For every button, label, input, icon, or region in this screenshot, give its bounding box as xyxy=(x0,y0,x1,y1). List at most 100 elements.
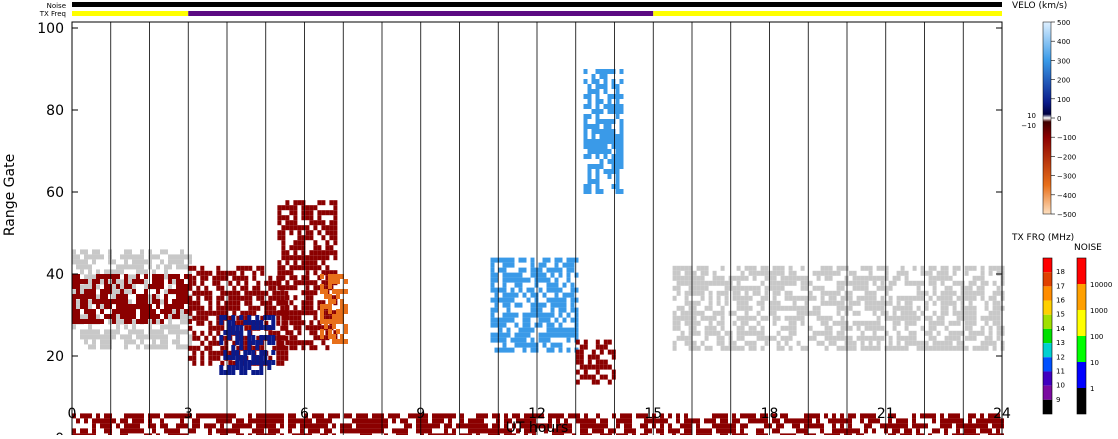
range-cell xyxy=(940,270,945,276)
range-cell xyxy=(788,335,793,341)
range-cell xyxy=(884,290,889,296)
x-tick-label: 6 xyxy=(300,406,309,422)
range-cell xyxy=(264,290,269,296)
range-cell xyxy=(603,119,608,124)
range-cell xyxy=(522,337,527,343)
range-cell xyxy=(243,320,248,325)
range-cell xyxy=(688,310,693,316)
range-cell xyxy=(100,304,104,310)
range-cell xyxy=(856,300,861,306)
range-cell xyxy=(848,340,853,346)
range-cell xyxy=(251,370,256,375)
range-cell xyxy=(188,310,193,316)
range-cell xyxy=(160,249,164,255)
range-cell xyxy=(368,428,372,434)
range-cell xyxy=(852,270,857,276)
range-cell xyxy=(104,314,108,319)
range-cell xyxy=(756,310,761,316)
range-cell xyxy=(607,129,612,134)
range-cell xyxy=(595,104,600,109)
range-cell xyxy=(240,295,245,301)
range-cell xyxy=(566,262,571,268)
range-cell xyxy=(196,413,200,419)
range-cell xyxy=(152,299,156,304)
range-cell xyxy=(840,423,844,429)
range-cell xyxy=(852,345,857,351)
range-cell xyxy=(344,413,348,419)
range-cell xyxy=(534,277,539,283)
range-cell xyxy=(808,423,812,429)
range-cell xyxy=(232,423,236,429)
range-cell xyxy=(952,418,956,424)
range-cell xyxy=(888,340,893,346)
txfreq-tick-label: 15 xyxy=(1056,311,1065,319)
range-cell xyxy=(156,299,160,304)
range-cell xyxy=(188,279,192,284)
range-cell xyxy=(308,418,312,424)
range-cell xyxy=(76,274,80,279)
range-cell xyxy=(892,275,897,281)
range-cell xyxy=(524,428,528,434)
range-cell xyxy=(108,279,112,285)
range-cell xyxy=(836,335,841,341)
range-cell xyxy=(884,265,889,271)
range-cell xyxy=(574,297,579,303)
range-cell xyxy=(277,215,282,221)
range-cell xyxy=(619,104,624,109)
range-cell xyxy=(748,285,753,291)
range-cell xyxy=(712,310,717,316)
range-cell xyxy=(988,335,993,341)
range-cell xyxy=(716,310,721,316)
range-cell xyxy=(104,289,108,294)
range-cell xyxy=(716,340,721,346)
range-cell xyxy=(168,264,172,270)
range-cell xyxy=(309,320,314,326)
range-cell xyxy=(583,184,588,189)
range-cell xyxy=(236,280,241,286)
range-cell xyxy=(824,325,829,331)
range-cell xyxy=(550,267,555,273)
range-cell xyxy=(305,300,310,306)
range-cell xyxy=(611,184,616,189)
range-cell xyxy=(872,305,877,311)
range-cell xyxy=(692,310,697,316)
range-cell xyxy=(494,277,499,283)
range-cell xyxy=(344,279,348,284)
range-cell xyxy=(336,294,340,299)
range-cell xyxy=(980,413,984,419)
range-cell xyxy=(522,257,527,263)
range-cell xyxy=(188,314,192,320)
range-cell xyxy=(224,345,229,351)
range-cell xyxy=(964,295,969,301)
range-cell xyxy=(132,259,136,265)
range-cell xyxy=(624,413,628,419)
range-cell xyxy=(309,250,314,256)
range-cell xyxy=(227,365,232,370)
range-cell xyxy=(591,139,596,144)
range-cell xyxy=(688,320,693,326)
range-cell xyxy=(607,379,612,385)
range-cell xyxy=(502,302,507,308)
range-cell xyxy=(168,259,172,265)
range-cell xyxy=(196,295,201,301)
range-cell xyxy=(583,344,588,350)
range-cell xyxy=(112,294,116,300)
range-cell xyxy=(220,428,224,434)
range-cell xyxy=(904,300,909,306)
range-cell xyxy=(152,339,156,345)
range-cell xyxy=(720,423,724,429)
range-cell xyxy=(180,289,184,294)
range-cell xyxy=(964,305,969,311)
range-cell xyxy=(816,305,821,311)
range-cell xyxy=(948,423,952,429)
range-cell xyxy=(760,265,765,271)
range-cell xyxy=(936,295,941,301)
range-cell xyxy=(498,267,503,273)
plot-frame xyxy=(71,21,1003,439)
range-cell xyxy=(192,265,197,271)
range-cell xyxy=(301,200,306,206)
range-cell xyxy=(912,320,917,326)
range-cell xyxy=(92,309,96,314)
range-cell xyxy=(587,99,592,104)
range-cell xyxy=(317,300,322,306)
